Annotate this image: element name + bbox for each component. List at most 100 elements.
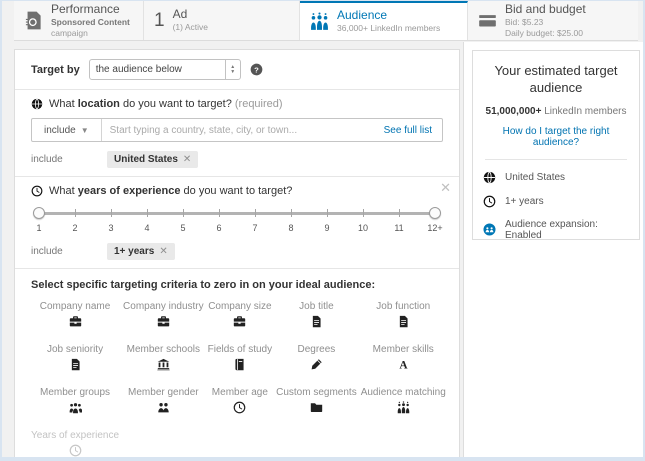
tab-ad-subtitle: (1) Active [172,22,209,33]
criteria-job-function[interactable]: Job function [361,301,446,333]
experience-include-label: include [31,246,63,257]
criteria-fields-of-study[interactable]: Fields of study [208,344,272,376]
briefcase-icon [31,315,119,333]
audience-targeting-panel: Target by the audience below ▲ ▼ ? What l… [14,49,460,457]
location-include-dropdown[interactable]: include ▼ [32,119,102,141]
page-icon [31,358,119,376]
criteria-label: Fields of study [207,344,273,355]
briefcase-icon [208,315,272,333]
criteria-label: Years of experience [31,430,120,441]
folder-icon [276,401,357,419]
criteria-label: Degrees [297,344,336,355]
criteria-company-name[interactable]: Company name [31,301,119,333]
criteria-member-groups[interactable]: Member groups [31,387,119,419]
estimated-audience-card: Your estimated target audience 51,000,00… [472,50,640,241]
criteria-job-seniority[interactable]: Job seniority [31,344,119,376]
see-full-list-link[interactable]: See full list [383,124,432,136]
summary-item: 1+ years [483,195,629,208]
criteria-label: Custom segments [276,387,357,398]
groups-icon [31,401,119,419]
tab-audience[interactable]: Audience 36,000+ LinkedIn members [300,1,468,40]
criteria-label: Member schools [126,344,200,355]
tab-bid-budget[interactable]: Bid and budget Bid: $5.23 Daily budget: … [468,1,638,40]
count-suffix: LinkedIn members [541,105,627,117]
criteria-member-skills[interactable]: Member skills A [361,344,446,376]
location-section: What location do you want to target? (re… [15,90,459,177]
book-icon [208,358,272,376]
remove-tag-icon[interactable]: ✕ [159,246,168,257]
targeting-help-link[interactable]: How do I target the right audience? [502,125,610,148]
experience-range-slider [33,206,441,220]
slider-tick [399,209,400,217]
performance-report-icon [24,11,43,30]
slider-handle-max[interactable] [429,207,441,219]
criteria-custom-segments[interactable]: Custom segments [276,387,357,419]
slider-tick-label: 8 [288,223,294,233]
target-by-select[interactable]: the audience below ▲ ▼ [88,59,241,80]
slider-tick [219,209,220,217]
tab-performance-subtitle: Sponsored Content campaign [51,17,133,39]
slider-tick-label: 10 [357,223,369,233]
bid-card-icon [478,11,497,30]
remove-tag-icon[interactable]: ✕ [182,154,192,165]
slider-tick-label: 5 [180,223,186,233]
tab-performance[interactable]: Performance Sponsored Content campaign [14,1,144,40]
school-icon [123,358,204,376]
bid-amount: Bid: $5.23 [505,16,544,27]
criteria-label: Company size [208,301,272,312]
slider-tick-label: 9 [324,223,330,233]
criteria-heading: Select specific targeting criteria to ze… [31,279,376,291]
briefcase-icon [123,315,204,333]
location-tag-united-states: United States ✕ [107,151,199,168]
criteria-company-size[interactable]: Company size [208,301,272,333]
slider-tick-label: 12+ [427,223,443,233]
tab-ad[interactable]: 1 Ad (1) Active [144,1,300,40]
slider-tick-label: 2 [72,223,78,233]
estimated-audience-title: Your estimated target audience [494,63,618,95]
location-search-input[interactable] [101,124,374,136]
criteria-member-gender[interactable]: Member gender [123,387,204,419]
close-section-icon[interactable]: ✕ [440,180,451,195]
summary-rail: Your estimated target audience 51,000,00… [463,42,643,457]
criteria-label: Member age [211,387,268,398]
target-by-help-icon[interactable]: ? [250,63,263,76]
summary-item-label: Audience expansion: Enabled [505,218,598,241]
summary-item-label: 1+ years [505,195,544,207]
stepper-arrows-icon: ▲ ▼ [224,60,240,79]
required-hint: (required) [234,98,283,110]
slider-tick-label: 4 [144,223,150,233]
degree-icon [276,358,357,376]
summary-item: United States [483,171,629,184]
criteria-label: Member gender [128,387,199,398]
globe-icon [31,98,43,110]
target-by-label: Target by [31,63,80,76]
criteria-job-title[interactable]: Job title [276,301,357,333]
skills-icon: A [361,358,446,376]
caret-down-icon: ▼ [80,125,89,135]
tab-audience-subtitle: 36,000+ LinkedIn members [337,23,441,34]
criteria-audience-matching[interactable]: Audience matching [361,387,446,419]
location-include-label: include [31,154,63,165]
slider-tick [75,209,76,217]
criteria-member-schools[interactable]: Member schools [123,344,204,376]
target-by-section: Target by the audience below ▲ ▼ ? [15,50,459,90]
estimated-audience-count: 51,000,000+ LinkedIn members [483,106,629,117]
criteria-member-age[interactable]: Member age [208,387,272,419]
criteria-years-of-experience: Years of experience [31,430,119,461]
criteria-company-industry[interactable]: Company industry [123,301,204,333]
tag-text: 1+ years [114,246,155,257]
clock-icon [483,195,496,208]
campaign-step-tabs: Performance Sponsored Content campaign 1… [14,1,638,41]
criteria-grid: Company name Company industry Company size… [31,301,446,461]
slider-handle-min[interactable] [33,207,45,219]
slider-tick [363,209,364,217]
slider-tick [255,209,256,217]
tab-performance-title: Performance [51,1,120,16]
criteria-degrees[interactable]: Degrees [276,344,357,376]
criteria-label: Company industry [123,301,204,312]
gender-icon [123,401,204,419]
audience-people-icon [310,12,329,31]
criteria-label: Member groups [40,387,111,398]
daily-budget-amount: Daily budget: $25.00 [505,28,583,38]
